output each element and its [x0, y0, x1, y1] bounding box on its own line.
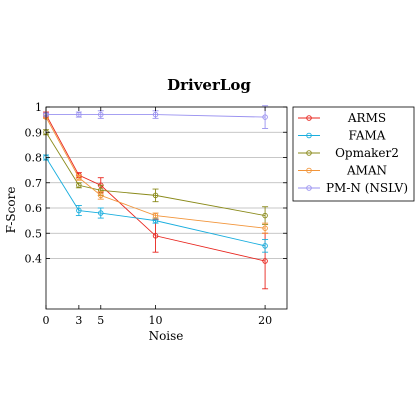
legend-entry: FAMA	[298, 129, 386, 143]
y-tick-label: 0.9	[25, 126, 43, 139]
y-tick-label: 0.5	[25, 227, 43, 240]
data-point	[152, 233, 159, 239]
x-tick-label: 20	[258, 314, 272, 327]
legend: ARMS FAMA Opmaker2 AMAN PM-N (NSLV)	[292, 106, 415, 202]
data-point	[262, 212, 268, 219]
legend-marker	[306, 115, 312, 121]
x-tick-label: 3	[75, 314, 82, 327]
data-point	[262, 114, 268, 120]
legend-label: ARMS	[347, 111, 386, 125]
series-layer	[43, 105, 269, 290]
y-tick-label: 0.7	[25, 177, 43, 190]
data-point	[76, 174, 82, 181]
x-tick-label: 5	[97, 314, 104, 327]
y-tick-label: 0.4	[25, 253, 43, 266]
legend-marker	[306, 150, 312, 156]
data-point	[76, 182, 82, 189]
data-point	[152, 192, 159, 199]
y-tick-label: 0.8	[25, 152, 43, 165]
legend-marker	[306, 185, 312, 191]
x-tick-label: 0	[43, 314, 50, 327]
data-point	[98, 111, 104, 118]
tick-layer: 0.40.50.60.70.80.910 3 5 10 20	[25, 101, 287, 327]
legend-label: Opmaker2	[335, 146, 399, 160]
data-point	[76, 207, 82, 214]
series-2	[43, 129, 269, 225]
data-point	[98, 192, 104, 199]
data-point	[98, 210, 104, 216]
x-tick-label: 10	[149, 314, 163, 327]
data-point	[152, 111, 159, 118]
legend-entry: ARMS	[298, 111, 386, 125]
series-3	[43, 114, 269, 234]
y-tick-label: 1	[35, 101, 42, 114]
chart-title: DriverLog	[167, 76, 251, 94]
legend-frame	[292, 106, 415, 202]
legend-entry: AMAN	[298, 164, 387, 178]
data-point	[262, 258, 268, 264]
legend-entry: PM-N (NSLV)	[298, 181, 408, 195]
data-point	[76, 111, 82, 118]
y-tick-label: 0.6	[25, 202, 43, 215]
grid-layer	[46, 106, 287, 259]
data-point	[152, 212, 159, 219]
y-axis-label: F-Score	[4, 187, 18, 234]
data-point	[262, 243, 268, 249]
data-point	[262, 225, 268, 231]
x-axis-label: Noise	[149, 329, 184, 343]
legend-label: FAMA	[349, 129, 386, 143]
legend-label: AMAN	[346, 164, 387, 178]
legend-label: PM-N (NSLV)	[326, 181, 408, 195]
legend-entry: Opmaker2	[298, 146, 399, 160]
legend-marker	[306, 132, 312, 139]
legend-marker	[306, 167, 312, 174]
